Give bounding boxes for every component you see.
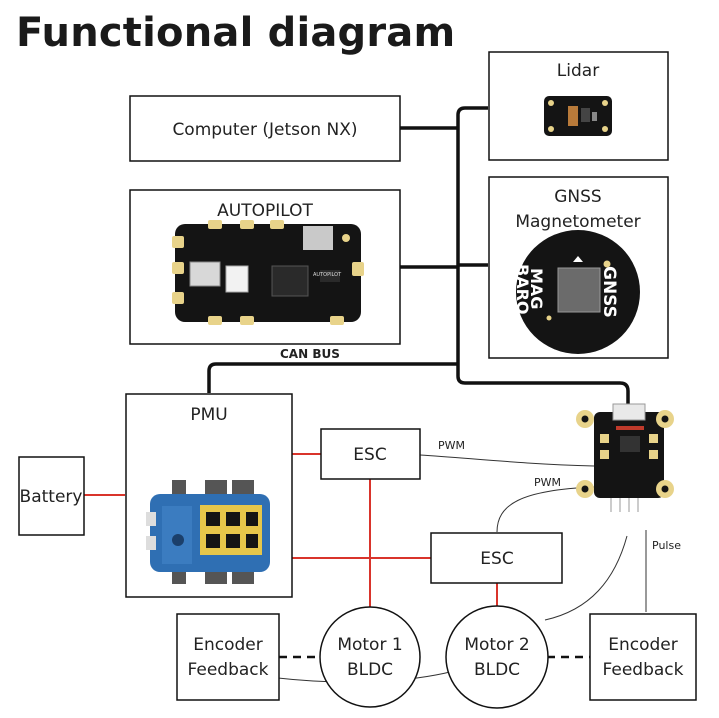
battery-box [18,456,85,536]
esc1-label: ESC [353,445,386,465]
pwm1-wire [419,454,595,467]
motor2-circle [445,605,549,709]
encoder1-label-line1: Encoder [193,635,263,655]
gnss-label-line1: GNSS [554,187,601,207]
pulse-label: Pulse [652,539,681,552]
encoder1-label-line2: Feedback [188,660,269,680]
gnss-board-baro-text: BARO [513,264,532,315]
pwm2-wire [496,486,595,533]
gnss-board-gnss-text: GNSS [599,266,619,318]
encoder2-label-line1: Encoder [608,635,678,655]
power-wires [84,453,498,608]
esc1-box [320,428,421,480]
gnss-board-mag-text: MAG [527,268,546,309]
pwm2-label: PWM [534,476,561,489]
pwm1-label: PWM [438,439,465,452]
encoder1-box [176,613,280,701]
encoder2-box [589,613,697,701]
battery-label: Battery [20,487,83,507]
pmu-bus-link [207,362,458,393]
autopilot-label: AUTOPILOT [217,201,313,221]
lidar-board-image [544,96,612,136]
pmu-board-image [146,480,270,584]
motor1-label-line2: BLDC [347,660,393,680]
encoder2-label-line2: Feedback [603,660,684,680]
lidar-label: Lidar [557,61,599,81]
esc2-label: ESC [480,549,513,569]
motor1-circle [319,606,421,708]
can-bus-label: CAN BUS [280,347,340,361]
can-bus-wires [207,106,630,405]
autopilot-board-image: AUTOPILOT [172,220,364,325]
computer-box [129,95,401,162]
controller-board-image [576,403,674,512]
motor2-feedback-wire [544,535,628,621]
autopilot-chip-text: AUTOPILOT [313,272,342,278]
computer-label: Computer (Jetson NX) [172,120,357,140]
gnss-label-line2: Magnetometer [515,212,640,232]
gnss-board-image: MAG BARO GNSS [513,230,640,354]
motor2-label-line1: Motor 2 [464,635,529,655]
page-title: Functional diagram [16,10,456,56]
motor1-label-line1: Motor 1 [337,635,402,655]
motor2-label-line2: BLDC [474,660,520,680]
esc2-box [430,532,563,584]
can-bus-trunk [456,106,630,405]
pmu-label: PMU [190,405,227,425]
